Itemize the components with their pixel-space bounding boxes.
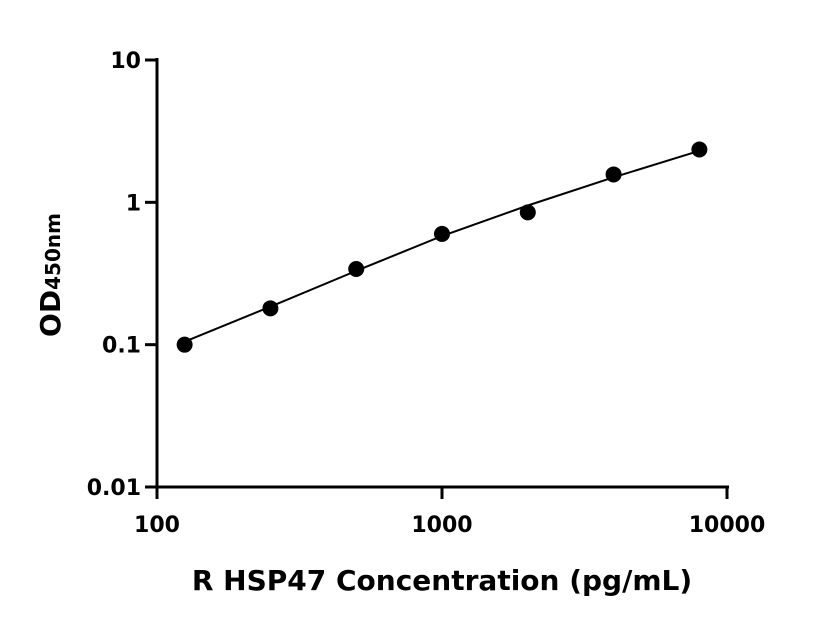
y-tick-label: 1 [126,191,141,216]
y-tick-label: 0.01 [87,476,141,501]
data-point [348,261,365,278]
x-tick-label: 100 [134,513,180,538]
data-point [176,336,193,353]
x-tick-label: 1000 [411,513,472,538]
y-axis-title: OD450nm [34,213,67,337]
x-tick-label: 10000 [689,513,766,538]
y-tick-label: 10 [110,49,141,74]
y-tick-label: 0.1 [102,334,141,359]
x-axis-title: R HSP47 Concentration (pg/mL) [192,564,692,597]
data-point [691,141,708,158]
y-label-main: OD [34,290,67,337]
data-point [605,166,622,183]
y-label-subscript: 450nm [41,213,65,290]
data-point [519,204,536,221]
data-point [262,300,279,317]
fit-curve [184,149,700,343]
data-point [434,225,450,242]
